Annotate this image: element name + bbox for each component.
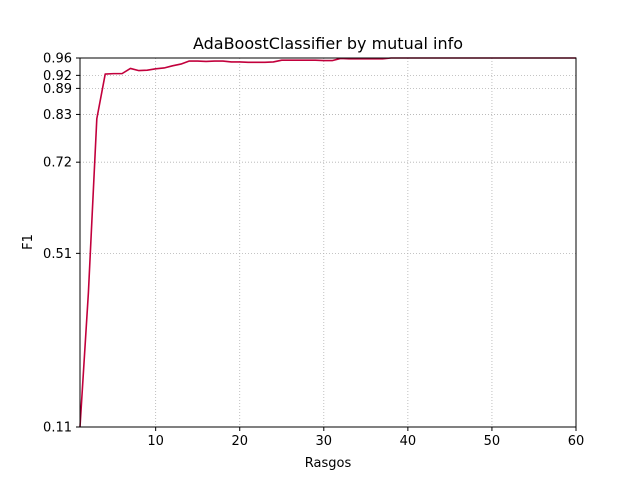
y-tick-label: 0.92 [43, 69, 72, 84]
x-tick-label: 60 [568, 434, 585, 449]
y-tick-label: 0.72 [43, 156, 72, 171]
x-tick-label: 40 [400, 434, 417, 449]
y-axis-label: F1 [21, 234, 36, 250]
x-tick-label: 30 [316, 434, 333, 449]
series-line-f1 [80, 58, 576, 427]
y-tick-label: 0.11 [43, 421, 72, 436]
plot-frame [80, 58, 576, 427]
y-tick-label: 0.83 [43, 108, 72, 123]
y-tick-label: 0.51 [43, 247, 72, 262]
y-tick-label: 0.89 [43, 82, 72, 97]
y-axis: 0.11 0.51 0.72 0.83 0.890.92 0.96 [43, 52, 80, 436]
grid [80, 58, 576, 427]
y-tick-label: 0.96 [43, 52, 72, 67]
x-tick-label: 50 [484, 434, 501, 449]
series-layer [80, 58, 576, 427]
x-axis: 10 20 30 40 50 60 [147, 427, 584, 449]
x-axis-label: Rasgos [305, 456, 352, 471]
x-tick-label: 20 [231, 434, 248, 449]
x-tick-label: 10 [147, 434, 164, 449]
chart-title: AdaBoostClassifier by mutual info [193, 34, 463, 53]
